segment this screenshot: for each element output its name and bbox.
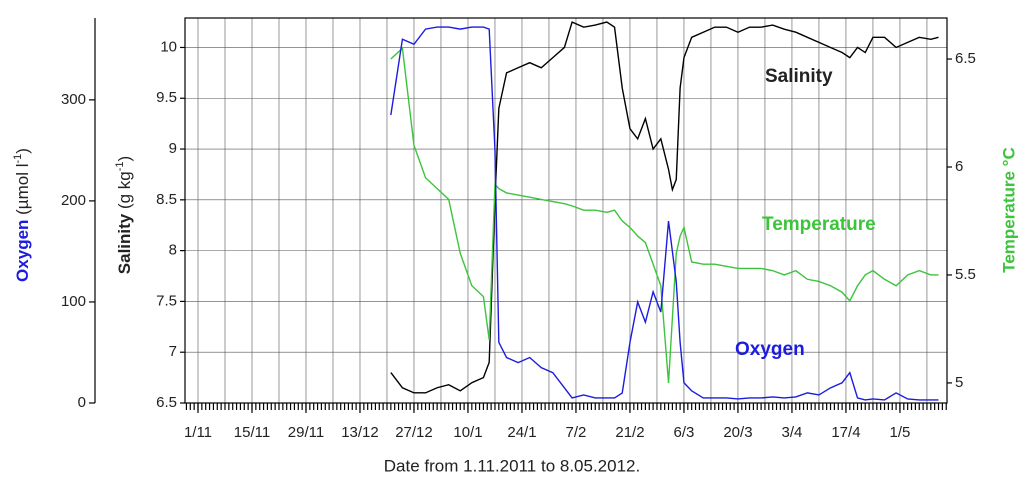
y3-tick-label: 300 — [61, 91, 86, 108]
y3-axis-label: Oxygen (µmol l-1) — [12, 148, 33, 282]
label-part: ) — [13, 148, 32, 154]
y-tick-label: 9 — [169, 140, 177, 157]
x-tick-label: 1/11 — [184, 424, 212, 441]
data-line — [390, 21, 939, 394]
series-label: Oxygen — [735, 339, 805, 360]
x-tick-label: 20/3 — [723, 424, 752, 441]
x-tick-label: 3/4 — [782, 424, 803, 441]
y2-tick-label: 6.5 — [955, 50, 976, 67]
x-tick-label: 29/11 — [288, 424, 324, 441]
x-tick-label: 21/2 — [615, 424, 644, 441]
y2-tick-label: 5.5 — [955, 266, 976, 283]
x-tick-label: 6/3 — [674, 424, 695, 441]
x-tick-label: 10/1 — [453, 424, 482, 441]
y3-tick-label: 100 — [61, 293, 86, 310]
label-part: Salinity — [115, 213, 134, 274]
series-label: Temperature — [762, 214, 876, 235]
x-tick-label: 27/12 — [395, 424, 433, 441]
label-part: (g kg — [115, 171, 134, 214]
y2-axis-label: Temperature °C — [999, 147, 1018, 273]
x-axis-label: Date from 1.11.2011 to 8.05.2012. — [384, 456, 640, 475]
label-part: Oxygen — [13, 220, 32, 282]
data-line — [390, 26, 939, 401]
label-part: (µmol l — [13, 164, 32, 220]
y-tick-label: 7 — [169, 343, 177, 360]
y-tick-label: 9.5 — [156, 89, 177, 106]
x-tick-label: 13/12 — [341, 424, 379, 441]
x-tick-label: 1/5 — [890, 424, 911, 441]
y-tick-label: 7.5 — [156, 292, 177, 309]
y2-tick-label: 5 — [955, 374, 963, 391]
y3-tick-label: 200 — [61, 192, 86, 209]
x-tick-label: 17/4 — [831, 424, 860, 441]
data-line — [390, 46, 939, 383]
x-tick-label: 7/2 — [566, 424, 587, 441]
x-tick-label: 15/11 — [234, 424, 270, 441]
grid — [185, 18, 947, 404]
y-tick-label: 8.5 — [156, 191, 177, 208]
x-tick-label: 24/1 — [507, 424, 536, 441]
plot-frame — [184, 17, 948, 404]
label-part: -1 — [114, 161, 126, 171]
label-part: ) — [115, 156, 134, 162]
axes: 6.5 7 7.5 8 8.5 9 9.5 10 5 5.5 6 6.5 0 100 200 300 1/11 1… — [61, 17, 976, 441]
y3-tick-label: 0 — [78, 394, 86, 411]
series-label: Salinity — [765, 66, 833, 87]
lines — [390, 21, 939, 401]
label-part: -1 — [12, 154, 24, 164]
y-axis-label: Salinity (g kg-1) — [114, 156, 135, 274]
y-tick-label: 10 — [160, 38, 177, 55]
y2-tick-label: 6 — [955, 158, 963, 175]
y-tick-label: 6.5 — [156, 394, 177, 411]
y-tick-label: 8 — [169, 242, 177, 259]
